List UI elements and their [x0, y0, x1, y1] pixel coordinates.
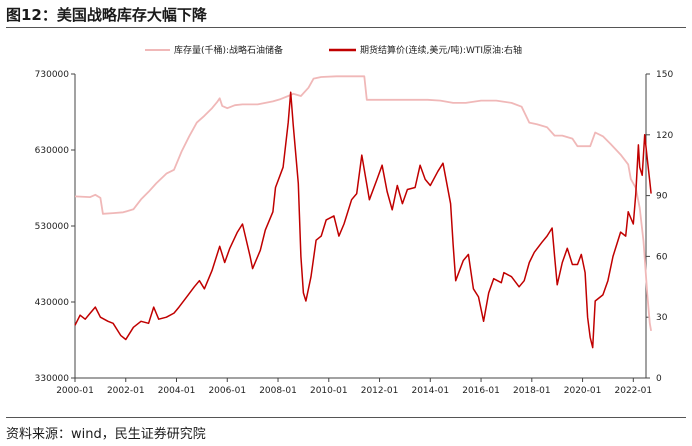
y-right-tick-label: 30 [656, 313, 668, 323]
x-tick-label: 2010-01 [310, 386, 348, 396]
x-tick-label: 2012-01 [361, 386, 399, 396]
x-tick-label: 2004-01 [158, 386, 196, 396]
x-tick-label: 2008-01 [259, 386, 297, 396]
x-tick-label: 2022-01 [615, 386, 653, 396]
y-left-tick-label: 530000 [35, 222, 70, 232]
footer-divider [6, 417, 686, 418]
y-left-tick-label: 630000 [35, 146, 70, 156]
figure-title: 图12：美国战略库存大幅下降 [6, 6, 207, 24]
y-left-tick-label: 330000 [35, 374, 70, 384]
legend-label-wti-price: 期货结算价(连续,美元/吨):WTI原油:右轴 [360, 44, 522, 56]
x-tick-label: 2000-01 [56, 386, 94, 396]
x-tick-label: 2016-01 [462, 386, 500, 396]
series-line-wti-price [74, 91, 652, 349]
y-right-tick-label: 120 [656, 131, 673, 141]
y-left-tick-label: 430000 [35, 298, 70, 308]
title-divider [6, 27, 686, 28]
y-right-tick-label: 0 [656, 374, 662, 384]
legend: 库存量(千桶):战略石油储备 期货结算价(连续,美元/吨):WTI原油:右轴 [145, 44, 522, 56]
x-tick-label: 2002-01 [107, 386, 145, 396]
series-lines [74, 75, 652, 349]
y-right-tick-label: 90 [656, 192, 668, 202]
source-note: 资料来源：wind，民生证券研究院 [6, 427, 206, 442]
x-tick-label: 2018-01 [513, 386, 551, 396]
y-left-tick-label: 730000 [35, 70, 70, 80]
x-tick-label: 2014-01 [411, 386, 449, 396]
x-tick-label: 2020-01 [564, 386, 602, 396]
x-tick-label: 2006-01 [208, 386, 246, 396]
chart: 730000 630000 530000 430000 330000 150 120 90 60… [35, 44, 674, 396]
legend-label-inventory: 库存量(千桶):战略石油储备 [174, 44, 283, 56]
series-line-inventory [74, 75, 652, 332]
y-right-tick-label: 150 [656, 70, 673, 80]
y-right-tick-label: 60 [656, 252, 668, 262]
axes: 730000 630000 530000 430000 330000 150 120 90 60… [35, 70, 674, 396]
